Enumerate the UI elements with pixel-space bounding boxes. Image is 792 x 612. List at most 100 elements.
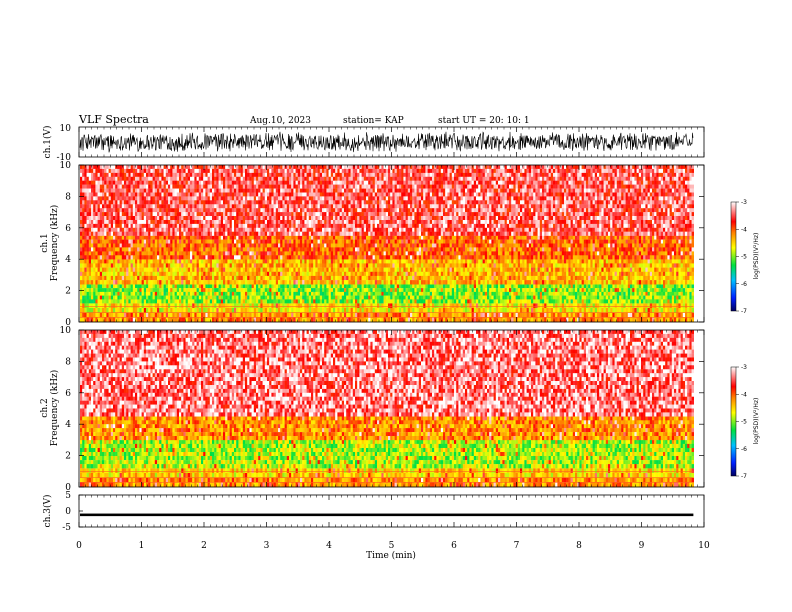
spectrogram-cell	[278, 243, 281, 248]
spectrogram-cell	[181, 295, 184, 300]
spectrogram-cell	[410, 288, 413, 293]
spectrogram-cell	[231, 288, 235, 293]
spectrogram-cell	[544, 303, 547, 309]
spectrogram-cell	[621, 291, 624, 296]
spectrogram-cell	[174, 291, 177, 296]
spectrogram-cell	[231, 235, 235, 240]
spectrogram-cell	[423, 271, 426, 277]
spectrogram-cell	[359, 295, 362, 300]
spectrogram-cell	[267, 280, 270, 285]
spectrogram-cell	[374, 239, 378, 244]
spectrogram-cell	[550, 284, 554, 289]
spectrogram-cell	[313, 280, 316, 285]
spectrogram-cell	[432, 243, 435, 248]
spectrogram-cell	[410, 271, 413, 277]
spectrogram-cell	[88, 303, 92, 309]
spectrogram-cell	[148, 284, 151, 289]
spectrogram-cell	[605, 284, 609, 289]
spectrogram-cell	[258, 307, 261, 313]
spectrogram-cell	[97, 263, 100, 268]
spectrogram-cell	[205, 312, 208, 318]
spectrogram-cell	[300, 280, 303, 285]
spectrogram-cell	[117, 263, 120, 268]
spectrogram-cell	[253, 243, 257, 248]
spectrogram-cell	[458, 317, 461, 323]
spectrogram-cell	[544, 299, 547, 304]
spectrogram-cell	[504, 303, 507, 309]
spectrogram-cell	[594, 267, 598, 272]
spectrogram-cell	[421, 235, 424, 240]
spectrogram-cell	[341, 267, 345, 272]
spectrogram-cell	[324, 312, 327, 318]
spectrogram-cell	[163, 259, 166, 264]
spectrogram-cell	[137, 295, 140, 300]
spectrogram-cell	[220, 307, 224, 313]
spectrogram-cell	[106, 299, 109, 304]
spectrogram-cell	[553, 235, 556, 240]
spectrogram-cell	[489, 312, 492, 318]
spectrogram-cell	[201, 259, 204, 264]
spectrogram-cell	[652, 275, 655, 281]
spectrogram-cell	[689, 299, 692, 304]
spectrogram-cell	[641, 291, 644, 296]
spectrogram-cell	[152, 291, 155, 296]
spectrogram-cell	[194, 307, 197, 313]
spectrogram-cell	[401, 295, 404, 300]
spectrogram-cell	[209, 312, 213, 318]
spectrogram-cell	[236, 307, 239, 313]
spectrogram-cell	[249, 275, 252, 281]
spectrogram-cell	[108, 275, 111, 281]
spectrogram-cell	[308, 267, 312, 272]
spectrogram-cell	[361, 312, 364, 318]
spectrogram-cell	[326, 243, 329, 248]
spectrogram-cell	[352, 312, 356, 318]
spectrogram-cell	[614, 303, 617, 309]
spectrogram-cell	[429, 288, 433, 293]
spectrogram-cell	[542, 312, 545, 318]
spectrogram-cell	[143, 243, 147, 248]
spectrogram-cell	[108, 235, 111, 240]
spectrogram-cell	[647, 291, 650, 296]
spectrogram-cell	[548, 267, 551, 272]
spectrogram-cell	[271, 239, 274, 244]
spectrogram-cell	[610, 317, 613, 323]
spectrogram-cell	[355, 235, 358, 240]
spectrogram-cell	[489, 307, 492, 313]
spectrogram-cell	[335, 271, 338, 277]
spectrogram-cell	[146, 312, 149, 318]
spectrogram-cell	[124, 235, 127, 240]
spectrogram-cell	[460, 312, 463, 318]
spectrogram-cell	[157, 291, 160, 296]
spectrogram-cell	[383, 259, 386, 264]
spectrogram-cell	[319, 259, 323, 264]
spectrogram-cell	[432, 295, 435, 300]
spectrogram-cell	[539, 288, 543, 293]
spectrogram-cell	[352, 280, 356, 285]
spectrogram-cell	[165, 235, 169, 240]
spectrogram-cell	[139, 312, 142, 318]
spectrogram-cell	[214, 271, 217, 277]
spectrogram-cell	[550, 271, 554, 277]
spectrogram-cell	[548, 235, 551, 240]
spectrogram-cell	[438, 295, 441, 300]
spectrogram-cell	[236, 275, 239, 281]
spectrogram-cell	[436, 267, 439, 272]
spectrogram-cell	[399, 259, 402, 264]
spectrogram-cell	[295, 295, 298, 300]
spectrogram-cell	[137, 271, 140, 277]
spectrogram-cell	[592, 259, 595, 264]
spectrogram-cell	[627, 284, 631, 289]
spectrogram-cell	[665, 235, 668, 240]
spectrogram-cell	[462, 280, 466, 285]
spectrogram-cell	[504, 295, 507, 300]
spectrogram-cell	[557, 312, 560, 318]
spectrogram-cell	[258, 271, 261, 277]
spectrogram-cell	[407, 235, 411, 240]
spectrogram-cell	[220, 299, 224, 304]
spectrogram-cell	[641, 239, 644, 244]
spectrogram-cell	[161, 307, 164, 313]
spectrogram-cell	[240, 280, 243, 285]
spectrogram-cell	[326, 235, 329, 240]
spectrogram-cell	[484, 267, 488, 272]
spectrogram-cell	[577, 263, 580, 268]
